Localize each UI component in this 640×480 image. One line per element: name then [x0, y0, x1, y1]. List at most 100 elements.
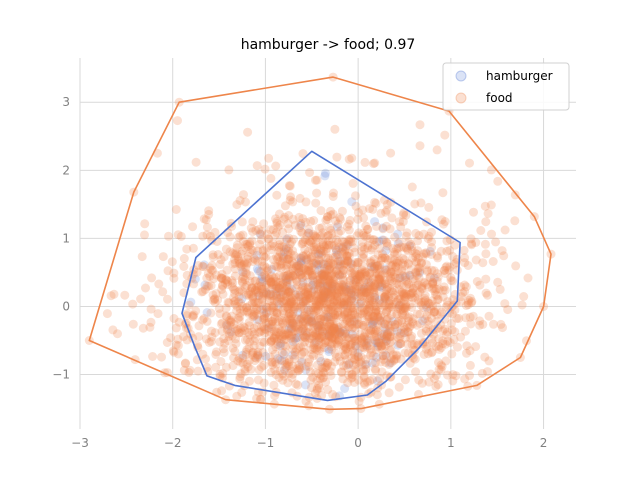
point-food — [218, 280, 228, 290]
point-food — [306, 293, 316, 303]
point-food — [219, 348, 229, 357]
point-food — [475, 316, 485, 326]
point-food — [379, 275, 389, 285]
point-food — [334, 281, 344, 291]
point-food — [292, 277, 302, 286]
point-food — [173, 116, 182, 126]
point-food — [330, 280, 339, 290]
point-food — [347, 319, 357, 329]
point-food — [319, 332, 329, 342]
point-food — [454, 313, 464, 323]
point-food — [326, 315, 336, 325]
point-food — [368, 235, 378, 245]
point-food — [234, 232, 244, 242]
point-food — [259, 219, 269, 229]
point-food — [284, 288, 293, 297]
point-food — [287, 293, 297, 303]
point-food — [468, 311, 478, 321]
point-food — [370, 279, 380, 289]
point-food — [248, 312, 258, 322]
point-food — [283, 302, 293, 312]
point-food — [256, 305, 265, 315]
point-food — [313, 278, 323, 288]
point-food — [415, 266, 425, 276]
point-food — [327, 288, 336, 298]
point-hamburger — [238, 350, 248, 360]
point-food — [402, 228, 412, 238]
point-hamburger — [296, 257, 306, 267]
point-hamburger — [334, 261, 344, 271]
point-hamburger — [340, 300, 350, 310]
point-food — [318, 291, 328, 301]
point-food — [254, 290, 264, 300]
point-food — [220, 338, 230, 348]
point-food — [362, 377, 372, 387]
point-food — [467, 239, 476, 249]
point-food — [238, 301, 247, 311]
point-food — [323, 231, 333, 241]
point-hamburger — [293, 307, 303, 317]
point-hamburger — [346, 288, 356, 298]
point-food — [352, 271, 362, 281]
point-food — [308, 245, 318, 255]
point-food — [353, 258, 363, 268]
point-food — [398, 259, 408, 268]
point-food — [308, 273, 318, 282]
point-food — [325, 275, 335, 285]
point-food — [407, 182, 417, 192]
point-food — [285, 181, 295, 191]
point-food — [432, 291, 442, 301]
point-food — [276, 263, 286, 273]
point-food — [243, 254, 252, 264]
point-food — [361, 271, 371, 281]
point-food — [290, 290, 300, 300]
point-food — [235, 328, 244, 338]
point-food — [318, 296, 328, 306]
point-food — [288, 197, 298, 207]
point-food — [339, 265, 349, 275]
point-food — [322, 266, 332, 275]
point-food — [309, 295, 319, 305]
point-food — [243, 127, 253, 137]
point-food — [283, 219, 293, 229]
point-food — [283, 270, 293, 279]
point-food — [500, 225, 510, 235]
point-food — [425, 273, 435, 283]
point-food — [423, 349, 433, 359]
point-food — [362, 231, 372, 241]
point-food — [204, 281, 214, 291]
point-food — [363, 312, 372, 322]
point-food — [298, 316, 308, 326]
point-food — [359, 253, 369, 263]
point-food — [198, 349, 208, 359]
point-food — [242, 334, 252, 344]
point-food — [402, 302, 411, 312]
point-food — [333, 290, 342, 300]
point-hamburger — [254, 266, 264, 276]
point-food — [264, 290, 274, 300]
point-food — [303, 277, 313, 287]
point-food — [284, 329, 294, 339]
point-food — [428, 278, 438, 288]
point-food — [317, 268, 327, 278]
point-food — [234, 292, 244, 302]
point-food — [282, 329, 292, 339]
point-food — [325, 223, 335, 233]
point-food — [370, 197, 380, 207]
point-food — [382, 199, 392, 209]
point-food — [415, 309, 425, 319]
point-food — [315, 273, 325, 283]
point-hamburger — [381, 245, 391, 255]
point-food — [340, 342, 350, 352]
point-hamburger — [263, 323, 273, 333]
point-hamburger — [293, 261, 303, 270]
point-food — [432, 269, 442, 279]
point-food — [227, 282, 237, 292]
point-food — [184, 367, 194, 377]
point-food — [346, 285, 356, 295]
point-food — [428, 301, 437, 311]
point-food — [351, 323, 361, 333]
point-food — [328, 284, 338, 293]
point-food — [278, 296, 288, 306]
point-food — [292, 261, 302, 271]
